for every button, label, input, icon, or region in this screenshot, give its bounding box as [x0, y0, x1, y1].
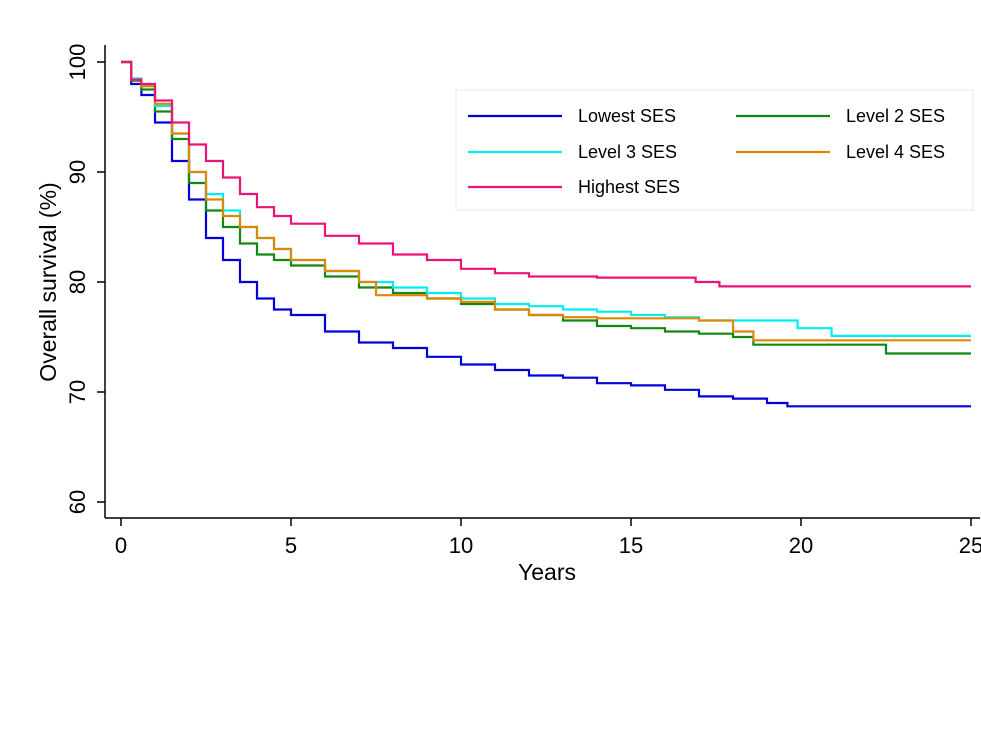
legend-label: Level 2 SES [846, 106, 945, 126]
x-axis-title: Years [518, 559, 576, 585]
legend-label: Level 4 SES [846, 142, 945, 162]
y-tick-label: 60 [65, 490, 90, 514]
y-tick-label: 70 [65, 380, 90, 404]
legend-label: Highest SES [578, 177, 680, 197]
y-axis-ticks: 60 70 80 90 100 [65, 44, 105, 514]
x-tick-label: 0 [115, 533, 127, 558]
series-lines [121, 60, 971, 408]
series-line-level-4-ses [121, 60, 971, 342]
series-line-highest-ses [121, 60, 971, 288]
y-axis-title: Overall survival (%) [35, 182, 61, 381]
x-tick-label: 25 [959, 533, 981, 558]
x-tick-label: 20 [789, 533, 813, 558]
x-axis-ticks: 0 5 10 15 20 25 [115, 518, 981, 558]
y-tick-label: 80 [65, 270, 90, 294]
x-tick-label: 5 [285, 533, 297, 558]
legend-label: Lowest SES [578, 106, 676, 126]
legend: Lowest SES Level 2 SES Level 3 SES Level 4 … [455, 89, 974, 211]
y-tick-label: 100 [65, 44, 90, 81]
legend-label: Level 3 SES [578, 142, 677, 162]
y-tick-label: 90 [65, 160, 90, 184]
x-tick-label: 10 [449, 533, 473, 558]
legend-box [455, 89, 974, 211]
x-tick-label: 15 [619, 533, 643, 558]
